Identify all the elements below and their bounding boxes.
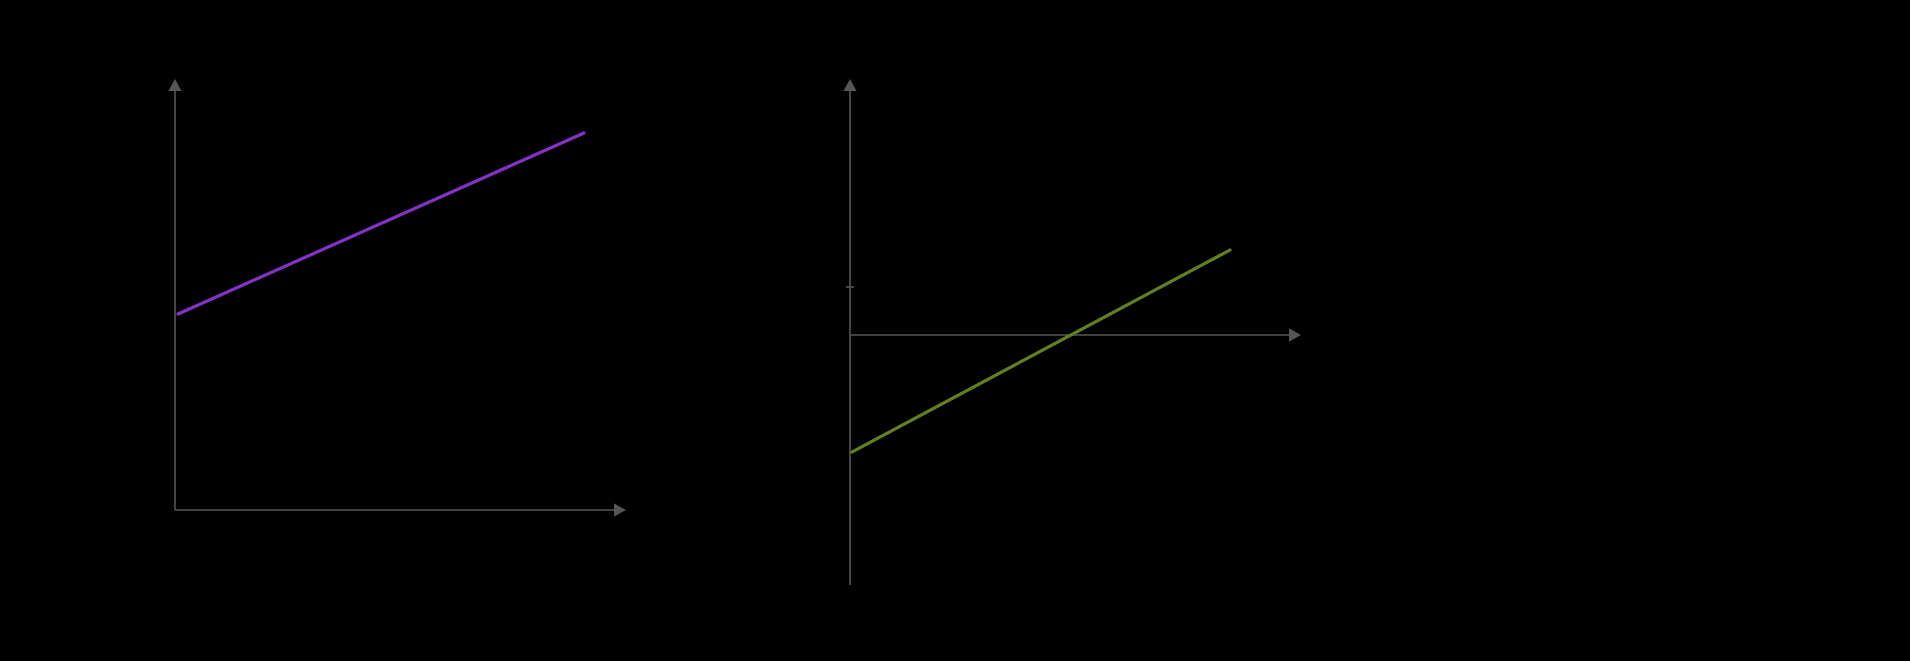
- right-chart: [760, 0, 1520, 661]
- left-chart-svg: [0, 0, 760, 661]
- purple-line: [178, 133, 584, 314]
- left-chart: [0, 0, 760, 661]
- olive-line: [852, 250, 1230, 452]
- right-chart-svg: [760, 0, 1520, 661]
- charts-container: [0, 0, 1910, 661]
